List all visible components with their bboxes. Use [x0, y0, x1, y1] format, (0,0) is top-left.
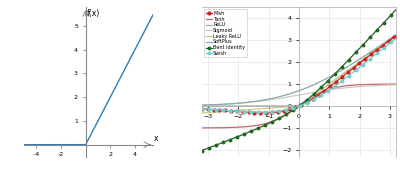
ReLU: [293, 105, 298, 107]
ReLU: [315, 92, 320, 94]
Swish: [359, 65, 364, 67]
Leaky ReLU: [293, 105, 298, 107]
Sigmoid: [200, 104, 204, 106]
SoftPlus: [315, 82, 320, 84]
ReLU: [200, 105, 204, 107]
Legend: Mish, Tanh, ReLU, Sigmoid, Leaky ReLU, SoftPlus, Bent Identity, Swish: Mish, Tanh, ReLU, Sigmoid, Leaky ReLU, S…: [204, 9, 246, 57]
Sigmoid: [304, 93, 309, 95]
Sigmoid: [358, 85, 363, 88]
Bent Identity: [293, 108, 298, 110]
Sigmoid: [389, 84, 394, 86]
Tanh: [292, 108, 296, 110]
Bent Identity: [358, 46, 363, 48]
Leaky ReLU: [292, 105, 296, 107]
SoftPlus: [358, 57, 363, 59]
ReLU: [358, 60, 363, 62]
Line: Sigmoid: Sigmoid: [202, 85, 396, 105]
Bent Identity: [200, 149, 204, 152]
Leaky ReLU: [304, 99, 309, 101]
SoftPlus: [389, 37, 394, 39]
SoftPlus: [200, 104, 204, 106]
Bent Identity: [292, 108, 296, 110]
Sigmoid: [292, 95, 296, 97]
Line: Tanh: Tanh: [202, 84, 396, 128]
Mish: [260, 112, 265, 114]
Leaky ReLU: [358, 60, 363, 62]
Bent Identity: [304, 99, 309, 101]
Mish: [359, 61, 364, 63]
Tanh: [293, 108, 298, 110]
Bent Identity: [389, 14, 394, 16]
Tanh: [358, 84, 363, 86]
Swish: [394, 37, 398, 39]
Swish: [293, 106, 298, 108]
Mish: [316, 94, 320, 96]
Line: Mish: Mish: [200, 34, 397, 114]
Leaky ReLU: [394, 34, 398, 37]
Text: f(x): f(x): [87, 9, 100, 18]
Mish: [292, 107, 297, 109]
Leaky ReLU: [389, 38, 394, 40]
ReLU: [292, 105, 296, 107]
Swish: [305, 101, 310, 104]
Leaky ReLU: [315, 92, 320, 94]
Leaky ReLU: [200, 112, 204, 114]
SoftPlus: [293, 91, 298, 93]
Mish: [293, 106, 298, 108]
Sigmoid: [394, 84, 398, 86]
Text: x: x: [154, 134, 158, 143]
ReLU: [394, 34, 398, 37]
Swish: [316, 96, 320, 98]
Line: ReLU: ReLU: [202, 35, 396, 106]
Line: Bent Identity: Bent Identity: [201, 8, 397, 152]
ReLU: [304, 99, 309, 101]
Tanh: [304, 99, 309, 101]
Bent Identity: [315, 90, 320, 92]
Tanh: [200, 127, 204, 129]
Swish: [389, 41, 394, 43]
Line: Leaky ReLU: Leaky ReLU: [202, 35, 396, 113]
Bent Identity: [394, 9, 398, 11]
Tanh: [394, 83, 398, 85]
Swish: [292, 106, 297, 109]
Tanh: [389, 83, 394, 85]
Mish: [394, 35, 398, 37]
ReLU: [389, 38, 394, 40]
SoftPlus: [304, 87, 309, 89]
Mish: [389, 38, 394, 40]
SoftPlus: [394, 34, 398, 36]
Sigmoid: [293, 95, 298, 97]
SoftPlus: [292, 91, 296, 93]
Line: SoftPlus: SoftPlus: [202, 35, 396, 105]
Mish: [200, 108, 204, 110]
Sigmoid: [315, 91, 320, 93]
Swish: [258, 111, 263, 113]
Swish: [200, 108, 204, 110]
Tanh: [315, 93, 320, 95]
Mish: [305, 101, 310, 103]
Line: Swish: Swish: [201, 37, 397, 113]
